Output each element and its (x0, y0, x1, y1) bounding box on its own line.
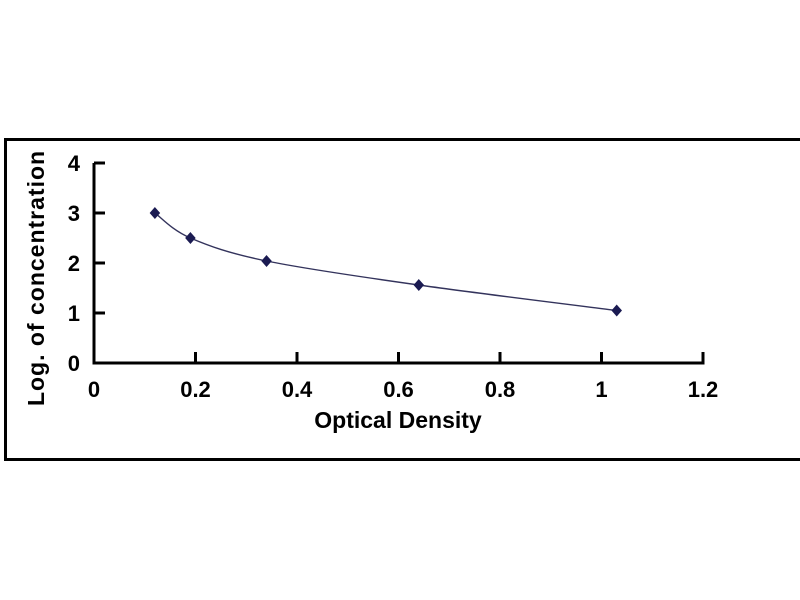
data-point-marker (413, 279, 425, 291)
y-axis-label: Log. of concentration (23, 150, 49, 406)
x-tick-label: 1 (595, 377, 607, 402)
y-tick-label: 1 (68, 301, 80, 326)
x-tick-label: 0.2 (180, 377, 211, 402)
data-point-marker (611, 304, 622, 317)
y-tick-label: 4 (68, 151, 81, 176)
y-tick-label: 0 (68, 351, 80, 376)
y-tick-label: 2 (68, 251, 80, 276)
x-tick-label: 0.4 (282, 377, 313, 402)
data-point-marker (149, 207, 161, 219)
x-tick-label: 0.8 (485, 377, 516, 402)
data-point-marker (261, 255, 272, 267)
x-tick-label: 1.2 (688, 377, 719, 402)
x-tick-label: 0 (88, 377, 100, 402)
data-point-marker (185, 232, 196, 244)
y-tick-label: 3 (68, 201, 80, 226)
chart-frame (4, 138, 800, 461)
plot-generated-content: 0 0.2 0.4 0.6 0.8 1 1.2 0 1 2 3 4 (68, 151, 719, 402)
curve-line (154, 212, 617, 312)
x-axis-label: Optical Density (314, 407, 482, 433)
x-tick-label: 0.6 (383, 377, 414, 402)
